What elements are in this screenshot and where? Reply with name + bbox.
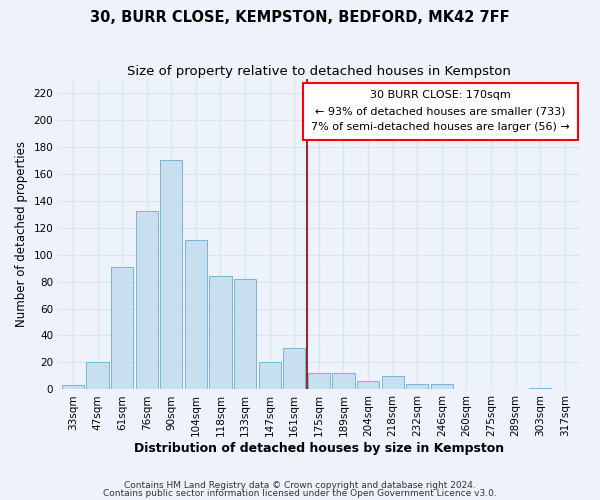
Bar: [86, 362, 109, 390]
Bar: [357, 382, 379, 390]
Text: 30 BURR CLOSE: 170sqm: 30 BURR CLOSE: 170sqm: [370, 90, 511, 100]
Text: Contains HM Land Registry data © Crown copyright and database right 2024.: Contains HM Land Registry data © Crown c…: [124, 480, 476, 490]
Bar: [308, 374, 330, 390]
Text: Contains public sector information licensed under the Open Government Licence v3: Contains public sector information licen…: [103, 489, 497, 498]
Bar: [382, 376, 404, 390]
Bar: [185, 240, 207, 390]
Bar: [406, 384, 428, 390]
X-axis label: Distribution of detached houses by size in Kempston: Distribution of detached houses by size …: [134, 442, 504, 455]
Title: Size of property relative to detached houses in Kempston: Size of property relative to detached ho…: [127, 65, 511, 78]
Bar: [136, 212, 158, 390]
Bar: [160, 160, 182, 390]
Bar: [234, 279, 256, 390]
Y-axis label: Number of detached properties: Number of detached properties: [15, 142, 28, 328]
Bar: [529, 388, 551, 390]
Bar: [332, 374, 355, 390]
Text: ← 93% of detached houses are smaller (733): ← 93% of detached houses are smaller (73…: [316, 106, 566, 116]
Bar: [111, 266, 133, 390]
Bar: [431, 384, 453, 390]
Text: 30, BURR CLOSE, KEMPSTON, BEDFORD, MK42 7FF: 30, BURR CLOSE, KEMPSTON, BEDFORD, MK42 …: [90, 10, 510, 25]
Bar: [283, 348, 305, 390]
Bar: [62, 386, 84, 390]
Bar: [259, 362, 281, 390]
Bar: [209, 276, 232, 390]
Bar: [303, 83, 578, 140]
Text: 7% of semi-detached houses are larger (56) →: 7% of semi-detached houses are larger (5…: [311, 122, 570, 132]
